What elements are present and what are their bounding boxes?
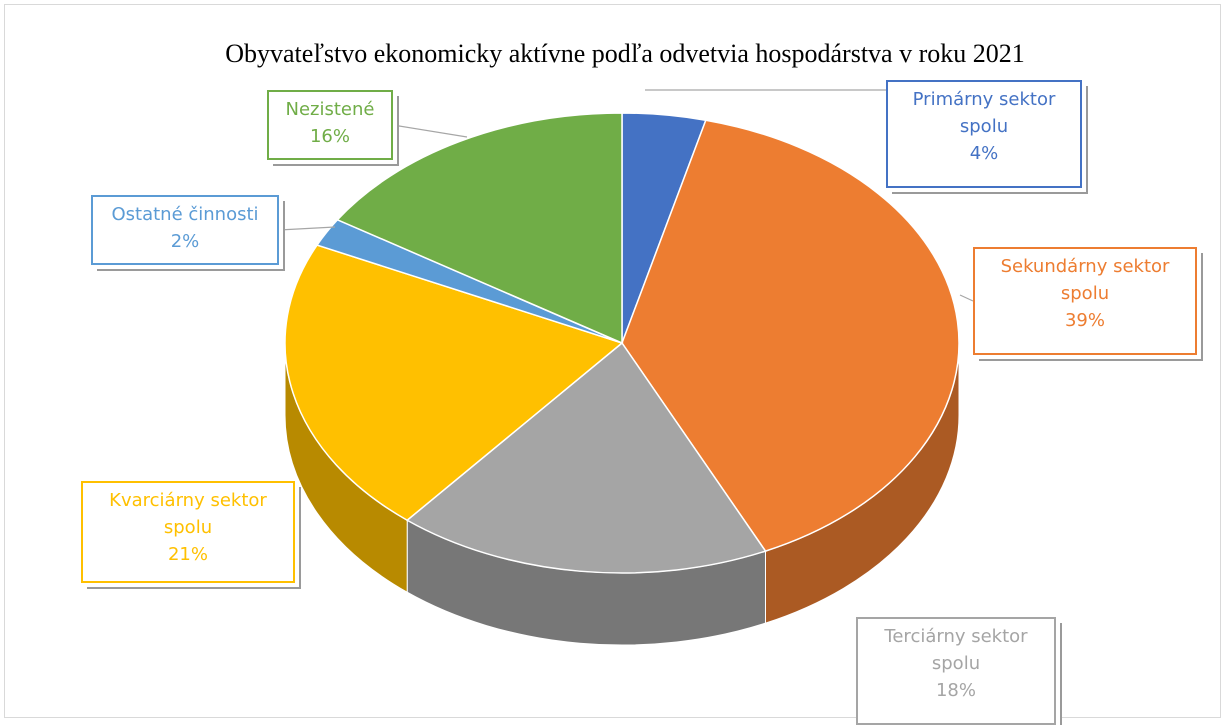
- data-label-name: Sekundárny sektor spolu: [1000, 256, 1170, 304]
- data-label-percent: 2%: [170, 231, 200, 252]
- pie-slice-1: [621, 119, 960, 552]
- data-label-kvarciarny: Kvarciárny sektor spolu 21%: [81, 481, 295, 583]
- data-label-name: Primárny sektor spolu: [912, 89, 1056, 137]
- data-label-name: Terciárny sektor spolu: [884, 626, 1028, 674]
- pie-slice-2: [405, 341, 767, 574]
- data-label-percent: 39%: [1064, 310, 1105, 331]
- leader-line-4: [278, 226, 336, 231]
- data-label-name: Kvarciárny sektor spolu: [109, 490, 267, 538]
- pie-slice-5: [336, 112, 623, 345]
- data-label-percent: 16%: [309, 126, 350, 147]
- data-label-percent: 4%: [969, 143, 999, 164]
- data-label-nezistene: Nezistené 16%: [267, 90, 393, 160]
- data-label-percent: 21%: [167, 544, 208, 565]
- chart-area: Obyvateľstvo ekonomicky aktívne podľa od…: [4, 4, 1221, 725]
- data-label-name: Nezistené: [285, 99, 375, 120]
- data-label-sekundarny: Sekundárny sektor spolu 39%: [973, 247, 1197, 355]
- data-label-percent: 18%: [935, 680, 976, 701]
- pie-chart: [278, 89, 974, 646]
- data-label-ostatne: Ostatné činnosti 2%: [91, 195, 279, 265]
- leader-line-5: [392, 124, 468, 138]
- chart-title: Obyvateľstvo ekonomicky aktívne podľa od…: [225, 39, 1025, 68]
- data-label-terciarny: Terciárny sektor spolu 18%: [856, 617, 1056, 725]
- data-label-name: Ostatné činnosti: [111, 204, 259, 225]
- leader-line-1: [959, 294, 974, 302]
- pie-slice-3: [284, 244, 624, 522]
- data-label-primarny: Primárny sektor spolu 4%: [886, 80, 1082, 188]
